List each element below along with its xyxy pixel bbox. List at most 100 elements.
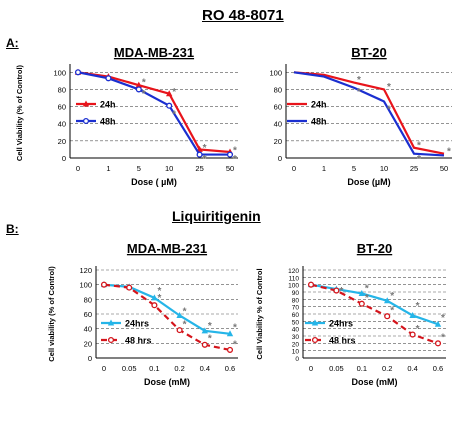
significance-marker: * [441,333,445,344]
x-tick-label: 50 [440,164,448,173]
x-tick-label: 0.2 [174,364,184,373]
significance-marker: * [172,109,176,120]
section-b-label: B: [6,222,19,236]
legend-marker [311,336,319,344]
series-line [77,71,230,156]
data-point [333,287,340,294]
x-tick-label: 50 [226,164,234,173]
y-tick-label: 80 [274,85,282,94]
data-point [176,327,183,334]
x-tick-label: 0.1 [357,364,367,373]
data-point [358,289,365,296]
series-line [293,71,445,155]
significance-marker: * [233,339,237,350]
data-point [307,281,315,288]
legend-label: 24h [100,100,116,110]
data-point [358,300,365,307]
x-tick-label: 1 [106,164,110,173]
x-axis-label: Dose (mM) [144,377,190,387]
chart-title: BT-20 [351,45,386,60]
significance-marker: * [416,324,420,335]
x-tick-label: 0 [102,364,106,373]
significance-marker: * [417,140,421,151]
significance-marker: * [357,87,361,98]
significance-marker: * [157,286,161,297]
significance-marker: * [365,293,369,304]
y-tick-label: 70 [292,305,300,312]
x-tick-label: 10 [165,164,173,173]
y-tick-label: 90 [292,290,300,297]
legend-label: 24hrs [125,319,149,329]
significance-marker: * [387,82,391,93]
significance-marker: * [390,306,394,317]
legend-label: 48h [100,117,116,127]
y-tick-label: 110 [289,275,300,282]
data-point [151,294,158,301]
x-tick-label: 0.2 [382,364,392,373]
x-tick-label: 0 [292,164,296,173]
chart-title: MDA-MB-231 [114,45,194,60]
legend-marker [107,319,115,326]
y-tick-label: 100 [53,68,66,77]
series-line [77,71,231,154]
significance-marker: * [172,87,176,98]
y-tick-label: 40 [84,325,92,334]
x-tick-label: 0.05 [329,364,344,373]
y-tick-label: 100 [288,283,299,290]
legend-marker [311,319,319,326]
legend-label: 48 hrs [329,336,356,346]
y-tick-label: 30 [292,334,300,341]
significance-marker: * [417,154,421,165]
data-point [409,311,416,318]
x-tick-label: 1 [322,164,326,173]
data-point [135,86,142,93]
x-tick-label: 25 [410,164,418,173]
data-point [201,327,208,334]
data-point [201,341,208,348]
y-tick-label: 60 [292,312,300,319]
y-tick-label: 10 [292,349,300,356]
x-tick-label: 25 [195,164,203,173]
y-tick-label: 100 [269,68,282,77]
legend-marker [82,100,90,107]
y-tick-label: 0 [295,356,299,363]
significance-marker: * [339,286,343,297]
data-point [226,330,234,337]
data-point [135,81,142,88]
significance-marker: * [365,284,369,295]
data-point [196,151,203,158]
y-axis-label: Cell Viability % of Control [255,268,264,359]
x-tick-label: 0.05 [122,364,137,373]
significance-marker: * [142,78,146,89]
data-point [166,90,173,97]
y-tick-label: 0 [88,354,92,363]
y-tick-label: 20 [292,341,300,348]
significance-marker: * [183,306,187,317]
chart-title: MDA-MB-231 [127,241,207,256]
legend-label: 48 hrs [125,336,152,346]
x-axis-label: Dose ( µM) [131,177,177,187]
y-tick-label: 0 [278,154,282,163]
x-tick-label: 5 [137,164,141,173]
data-point [166,102,173,109]
y-tick-label: 40 [292,327,300,334]
significance-marker: * [416,301,420,312]
x-tick-label: 10 [380,164,388,173]
data-point [434,340,442,347]
significance-marker: * [233,154,237,165]
data-point [74,69,82,76]
legend-label: 24hrs [329,319,353,329]
significance-marker: * [208,321,212,332]
significance-marker: * [203,143,207,154]
legend-label: 48h [311,117,327,127]
legend-marker [107,336,115,344]
series-line [103,283,231,352]
series-line [310,283,439,345]
significance-marker: * [183,320,187,331]
data-point [100,281,108,288]
data-point [434,320,442,327]
y-axis-label: Cell Viability (% of Control) [15,64,24,161]
